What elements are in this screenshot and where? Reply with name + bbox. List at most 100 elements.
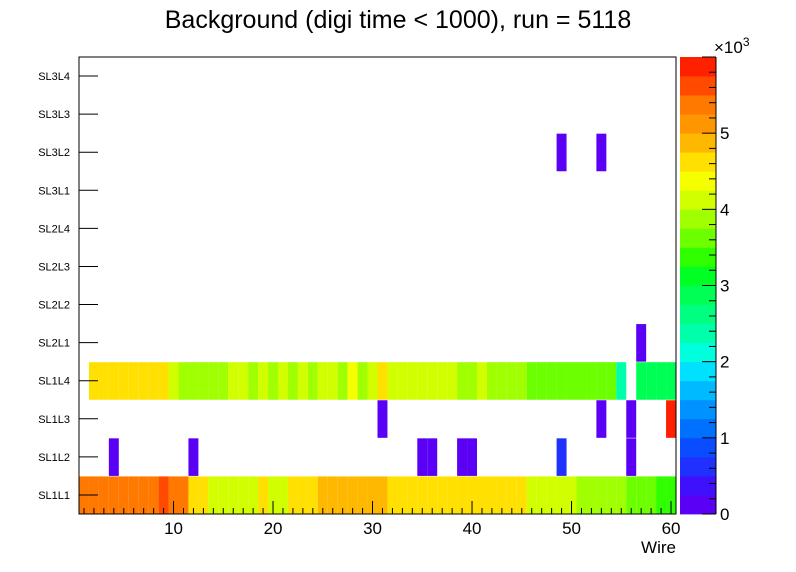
- heatmap-cell: [118, 476, 129, 514]
- heatmap-cell: [427, 438, 438, 476]
- heatmap-cell: [417, 476, 428, 514]
- color-scale-segment: [680, 114, 716, 134]
- heatmap-cell: [317, 362, 328, 400]
- heatmap-cell: [148, 362, 159, 400]
- color-scale-exponent-base: ×10: [714, 38, 743, 57]
- heatmap-cell: [586, 362, 597, 400]
- heatmap-cell: [128, 362, 139, 400]
- heatmap-cell: [467, 438, 477, 476]
- y-tick-label: SL2L3: [38, 261, 70, 273]
- heatmap-cell: [168, 362, 179, 400]
- color-scale-segment: [680, 95, 716, 115]
- heatmap-cell: [457, 438, 468, 476]
- heatmap-cell: [208, 476, 219, 514]
- heatmap-cell: [606, 476, 617, 514]
- heatmap-cell: [616, 476, 627, 514]
- y-axis: SL1L1 SL1L2 SL1L3 SL1L4 SL2L1 SL2L2 SL2L3 SL2L4…: [38, 71, 98, 502]
- heatmap-cell: [596, 133, 607, 172]
- heatmap-cell: [566, 362, 577, 400]
- heatmap-cell: [148, 476, 159, 514]
- color-scale-exponent: ×103: [714, 35, 750, 57]
- heatmap-cell: [228, 362, 239, 400]
- heatmap-cell: [546, 362, 557, 400]
- heatmap-cell: [546, 476, 557, 514]
- heatmap-cell: [188, 438, 199, 476]
- x-tick-label: 30: [363, 519, 382, 538]
- heatmap-cell: [387, 476, 398, 514]
- color-scale-segment: [680, 494, 716, 515]
- y-tick-label: SL3L4: [38, 71, 70, 83]
- color-scale-tick-label: 2: [720, 353, 729, 372]
- x-tick-label: 10: [164, 519, 183, 538]
- heatmap-cell: [437, 476, 448, 514]
- heatmap-cell: [536, 476, 547, 514]
- heatmap-cell: [437, 362, 448, 400]
- heatmap-cell: [626, 400, 637, 438]
- heatmap-cell: [666, 362, 676, 400]
- heatmap-cell: [656, 362, 667, 400]
- color-scale: 0 1 2 3 4 5: [680, 56, 729, 524]
- heatmap-cell: [377, 476, 388, 514]
- heatmap-cell: [347, 362, 358, 400]
- heatmap-cell: [228, 476, 239, 514]
- color-scale-segment: [680, 190, 716, 210]
- y-tick-label: SL3L1: [38, 185, 70, 197]
- color-scale-segment: [680, 456, 716, 477]
- heatmap-cell: [596, 400, 607, 438]
- heatmap-cell: [596, 362, 607, 400]
- color-scale-segment: [680, 57, 716, 77]
- chart-title: Background (digi time < 1000), run = 511…: [165, 6, 632, 34]
- heatmap-cells: [79, 133, 676, 514]
- y-tick-label: SL2L1: [38, 338, 70, 350]
- color-scale-segment: [680, 266, 716, 286]
- heatmap-cell: [337, 476, 348, 514]
- heatmap-cell: [138, 362, 149, 400]
- color-scale-tick-label: 4: [720, 200, 729, 219]
- heatmap-cell: [98, 476, 109, 514]
- heatmap-cell: [287, 476, 298, 514]
- color-scale-segment: [680, 76, 716, 96]
- heatmap-cell: [407, 362, 418, 400]
- heatmap-cell: [417, 438, 428, 476]
- heatmap-cell: [496, 362, 507, 400]
- x-tick-label: 60: [662, 519, 681, 538]
- heatmap-cell: [656, 476, 667, 514]
- heatmap-cell: [566, 476, 577, 514]
- heatmap-cell: [397, 362, 408, 400]
- heatmap-cell: [248, 476, 259, 514]
- heatmap-cell: [646, 362, 657, 400]
- heatmap-cell: [467, 476, 477, 514]
- heatmap-cell: [457, 476, 468, 514]
- color-scale-tick-label: 1: [720, 429, 729, 448]
- color-scale-segment: [680, 209, 716, 229]
- x-tick-label: 50: [562, 519, 581, 538]
- color-scale-segment: [680, 437, 716, 458]
- y-tick-label: SL3L3: [38, 109, 70, 121]
- heatmap-cell: [387, 362, 398, 400]
- heatmap-cell: [427, 362, 438, 400]
- heatmap-cell: [208, 362, 219, 400]
- heatmap-cell: [108, 438, 119, 476]
- x-tick-label: 20: [264, 519, 283, 538]
- heatmap-cell: [516, 476, 527, 514]
- heatmap-cell: [636, 324, 647, 362]
- heatmap-cell: [98, 362, 109, 400]
- heatmap-cell: [447, 476, 458, 514]
- heatmap-cell: [138, 476, 149, 514]
- heatmap-cell: [337, 362, 348, 400]
- heatmap-cell: [397, 476, 408, 514]
- color-scale-segment: [680, 399, 716, 420]
- heatmap-cell: [576, 476, 587, 514]
- color-scale-exponent-power: 3: [743, 35, 750, 49]
- heatmap-cell: [377, 400, 388, 438]
- heatmap-cell: [178, 362, 189, 400]
- heatmap-cell: [666, 400, 676, 438]
- color-scale-tick-label: 0: [720, 505, 729, 524]
- heatmap-cell: [198, 362, 209, 400]
- heatmap-cell: [198, 476, 209, 514]
- heatmap-cell: [278, 362, 288, 400]
- heatmap-cell: [168, 476, 179, 514]
- heatmap-cell: [178, 476, 189, 514]
- heatmap-cell: [586, 476, 597, 514]
